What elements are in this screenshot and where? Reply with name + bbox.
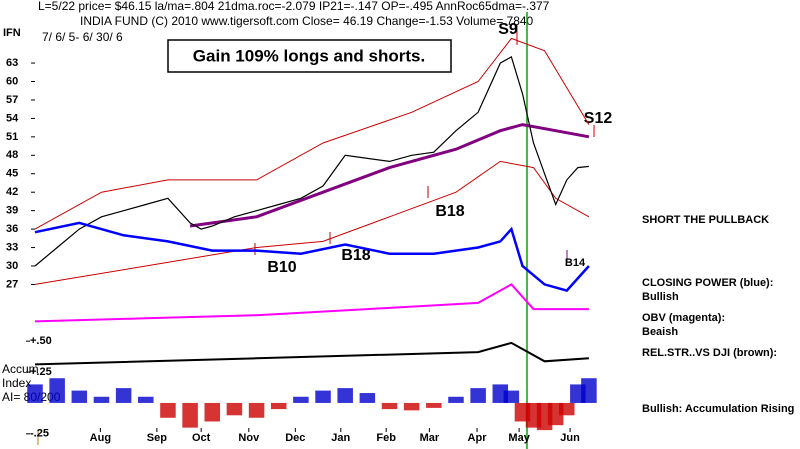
header-line2: INDIA FUND (C) 2010 www.tigersoft.com Cl… [80,14,534,28]
x-tick-label: Apr [468,432,488,444]
bar [71,390,88,403]
annotation: B10 [267,259,296,276]
bar [381,402,398,410]
bar [93,396,110,403]
accum-label: Accum [2,362,39,376]
x-tick-label: May [508,432,530,444]
side-note: SHORT THE PULLBACK [642,214,769,226]
y-tick-label: 45 [6,168,18,180]
side-note: Bullish: Accumulation Rising [642,403,794,415]
side-note: CLOSING POWER (blue): [642,277,773,289]
bar [27,384,43,403]
y-tick-label: 42 [6,186,18,198]
side-note: OBV (magenta): [642,312,725,324]
bar [426,402,442,408]
y-tick-label: +.25 [30,366,52,378]
symbol: IFN [3,27,21,39]
bar [315,390,331,403]
x-tick-label: Sep [147,432,167,444]
y-tick-label: 36 [6,223,18,235]
accum-label: Index [2,376,31,390]
bar [115,388,132,403]
y-tick-label: +.50 [30,335,52,347]
x-tick-label: Jan [331,432,350,444]
bar [160,402,176,418]
line-series [34,283,589,323]
banner-box [167,39,452,73]
bar [503,390,520,403]
header-line1: L=5/22 price= $46.15 la/ma=.804 21dma.ro… [38,0,550,13]
x-tick-label: Mar [420,432,440,444]
y-tick-label: 48 [6,149,18,161]
y-tick-label: 33 [6,241,18,253]
annotation: S12 [584,110,613,127]
y-tick-label: 54 [6,112,19,124]
annotation: S9 [498,21,518,38]
line-series [34,56,589,267]
bar [138,396,154,403]
y-tick-label: -.25 [30,428,49,440]
bar [470,388,486,403]
bar [226,402,243,416]
date-range: 7/ 6/ 5- 6/ 30/ 6 [42,30,123,44]
x-tick-label: Oct [192,432,211,444]
annotation: B18 [341,247,370,264]
bar [581,378,597,403]
bar [448,396,464,403]
x-tick-label: Jun [560,432,580,444]
annotation: B14 [565,257,586,269]
bar [403,402,420,411]
x-tick-label: Dec [285,432,305,444]
bar [359,393,376,403]
side-note: Bullish [642,291,679,303]
y-tick-label: 30 [6,260,18,272]
y-tick-label: 63 [6,57,18,69]
side-note: REL.STR..VS DJI (brown): [642,347,777,359]
bar [559,402,575,416]
line-series [34,341,589,366]
bar [248,402,265,418]
bar [49,378,65,403]
x-tick-label: Aug [90,432,111,444]
bar [293,396,309,403]
bar [270,402,287,410]
y-tick-label: 51 [6,131,18,143]
bar [182,402,198,428]
banner: Gain 109% longs and shorts. [193,46,425,65]
line-series [34,160,590,285]
y-tick-label: 39 [6,205,18,217]
y-tick-label: 57 [6,94,18,106]
x-tick-label: Feb [376,432,396,444]
annotation: B18 [435,203,464,220]
line-series [189,123,590,228]
y-tick-label: 27 [6,278,18,290]
side-note: Beaish [642,326,678,338]
x-tick-label: Nov [238,432,260,444]
line-series [34,221,590,293]
bar [337,388,353,403]
bar [204,402,221,422]
y-tick-label: 60 [6,75,18,87]
line-series [34,37,590,230]
